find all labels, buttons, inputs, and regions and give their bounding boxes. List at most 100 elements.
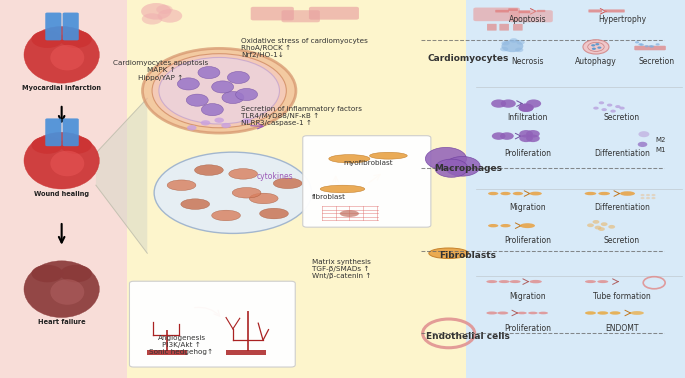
- Circle shape: [640, 197, 645, 199]
- Ellipse shape: [585, 311, 596, 314]
- Ellipse shape: [229, 169, 258, 179]
- Text: myofibroblast: myofibroblast: [344, 160, 393, 166]
- Ellipse shape: [630, 311, 644, 315]
- Text: Autophagy: Autophagy: [575, 57, 616, 66]
- Circle shape: [141, 3, 171, 20]
- Circle shape: [595, 43, 599, 45]
- Circle shape: [526, 130, 540, 138]
- Ellipse shape: [249, 193, 278, 204]
- Circle shape: [152, 54, 286, 128]
- Circle shape: [649, 42, 653, 45]
- Circle shape: [519, 104, 534, 112]
- Circle shape: [638, 142, 647, 147]
- Circle shape: [640, 194, 645, 196]
- Circle shape: [500, 132, 514, 140]
- Circle shape: [595, 226, 601, 229]
- Text: Infiltration: Infiltration: [508, 113, 547, 122]
- Circle shape: [492, 132, 506, 140]
- Ellipse shape: [320, 185, 365, 193]
- Circle shape: [599, 101, 604, 104]
- FancyBboxPatch shape: [634, 46, 666, 50]
- Ellipse shape: [24, 261, 99, 318]
- Circle shape: [142, 13, 162, 25]
- Circle shape: [236, 88, 258, 101]
- Circle shape: [526, 135, 540, 142]
- Circle shape: [222, 91, 244, 104]
- Text: Apoptosis: Apoptosis: [509, 15, 546, 24]
- Circle shape: [32, 265, 63, 282]
- Ellipse shape: [517, 311, 527, 314]
- Circle shape: [156, 5, 173, 14]
- Circle shape: [519, 130, 533, 138]
- Circle shape: [159, 57, 279, 124]
- Circle shape: [201, 120, 210, 125]
- FancyBboxPatch shape: [147, 350, 187, 355]
- Circle shape: [587, 223, 594, 227]
- Circle shape: [597, 46, 601, 49]
- Ellipse shape: [51, 279, 84, 305]
- Ellipse shape: [486, 280, 497, 283]
- Text: Secretion: Secretion: [638, 57, 674, 66]
- Ellipse shape: [530, 280, 542, 284]
- Ellipse shape: [599, 192, 610, 195]
- Circle shape: [610, 110, 616, 113]
- Ellipse shape: [24, 26, 99, 83]
- Circle shape: [519, 135, 533, 142]
- Text: ENDOMT: ENDOMT: [606, 324, 638, 333]
- Text: Proliferation: Proliferation: [504, 324, 551, 333]
- Text: Necrosis: Necrosis: [511, 57, 544, 66]
- Circle shape: [651, 197, 656, 199]
- Ellipse shape: [497, 311, 508, 314]
- Circle shape: [227, 71, 249, 84]
- Text: M1: M1: [656, 147, 667, 153]
- FancyBboxPatch shape: [588, 9, 602, 12]
- Circle shape: [645, 42, 649, 45]
- Circle shape: [201, 104, 223, 116]
- Text: cytokines: cytokines: [257, 172, 293, 181]
- Circle shape: [501, 40, 523, 52]
- Text: Macrophages: Macrophages: [434, 164, 502, 173]
- Polygon shape: [96, 98, 147, 253]
- FancyBboxPatch shape: [510, 10, 553, 22]
- Circle shape: [158, 9, 182, 23]
- Circle shape: [510, 38, 518, 43]
- Circle shape: [242, 118, 251, 124]
- FancyBboxPatch shape: [303, 136, 431, 227]
- Text: Secretion of inflammatory factors
TLR4/MyD88/NF-κB ↑
NLRP3/caspase-1 ↑: Secretion of inflammatory factors TLR4/M…: [241, 106, 362, 126]
- Circle shape: [651, 194, 656, 196]
- Circle shape: [60, 136, 92, 154]
- Ellipse shape: [340, 210, 359, 217]
- Circle shape: [186, 94, 208, 106]
- Circle shape: [500, 47, 508, 51]
- Circle shape: [177, 78, 199, 90]
- Text: Hypertrophy: Hypertrophy: [598, 15, 646, 24]
- Circle shape: [650, 45, 654, 47]
- Circle shape: [619, 107, 625, 110]
- Ellipse shape: [512, 192, 523, 195]
- Text: Cardiomyocytes: Cardiomyocytes: [427, 54, 508, 63]
- Ellipse shape: [154, 152, 312, 233]
- Circle shape: [607, 104, 612, 107]
- Ellipse shape: [212, 210, 240, 221]
- Circle shape: [214, 118, 224, 123]
- Text: Oxidative stress of cardiomyocytes
RhoA/ROCK ↑
Nrf2/HO-1↓: Oxidative stress of cardiomyocytes RhoA/…: [241, 38, 368, 58]
- Circle shape: [501, 99, 516, 108]
- FancyBboxPatch shape: [604, 9, 625, 12]
- Text: Secretion: Secretion: [604, 113, 640, 122]
- Ellipse shape: [500, 224, 510, 227]
- FancyBboxPatch shape: [129, 281, 295, 367]
- Circle shape: [638, 44, 643, 46]
- Circle shape: [519, 104, 534, 112]
- Circle shape: [598, 227, 605, 231]
- Circle shape: [601, 222, 608, 226]
- Ellipse shape: [488, 224, 499, 227]
- FancyBboxPatch shape: [282, 10, 320, 22]
- Ellipse shape: [24, 132, 99, 189]
- Ellipse shape: [195, 165, 223, 175]
- Circle shape: [187, 125, 197, 130]
- Circle shape: [608, 225, 615, 229]
- Text: Migration: Migration: [509, 292, 546, 301]
- Text: Secretion: Secretion: [604, 236, 640, 245]
- FancyBboxPatch shape: [513, 24, 523, 31]
- Circle shape: [646, 194, 650, 196]
